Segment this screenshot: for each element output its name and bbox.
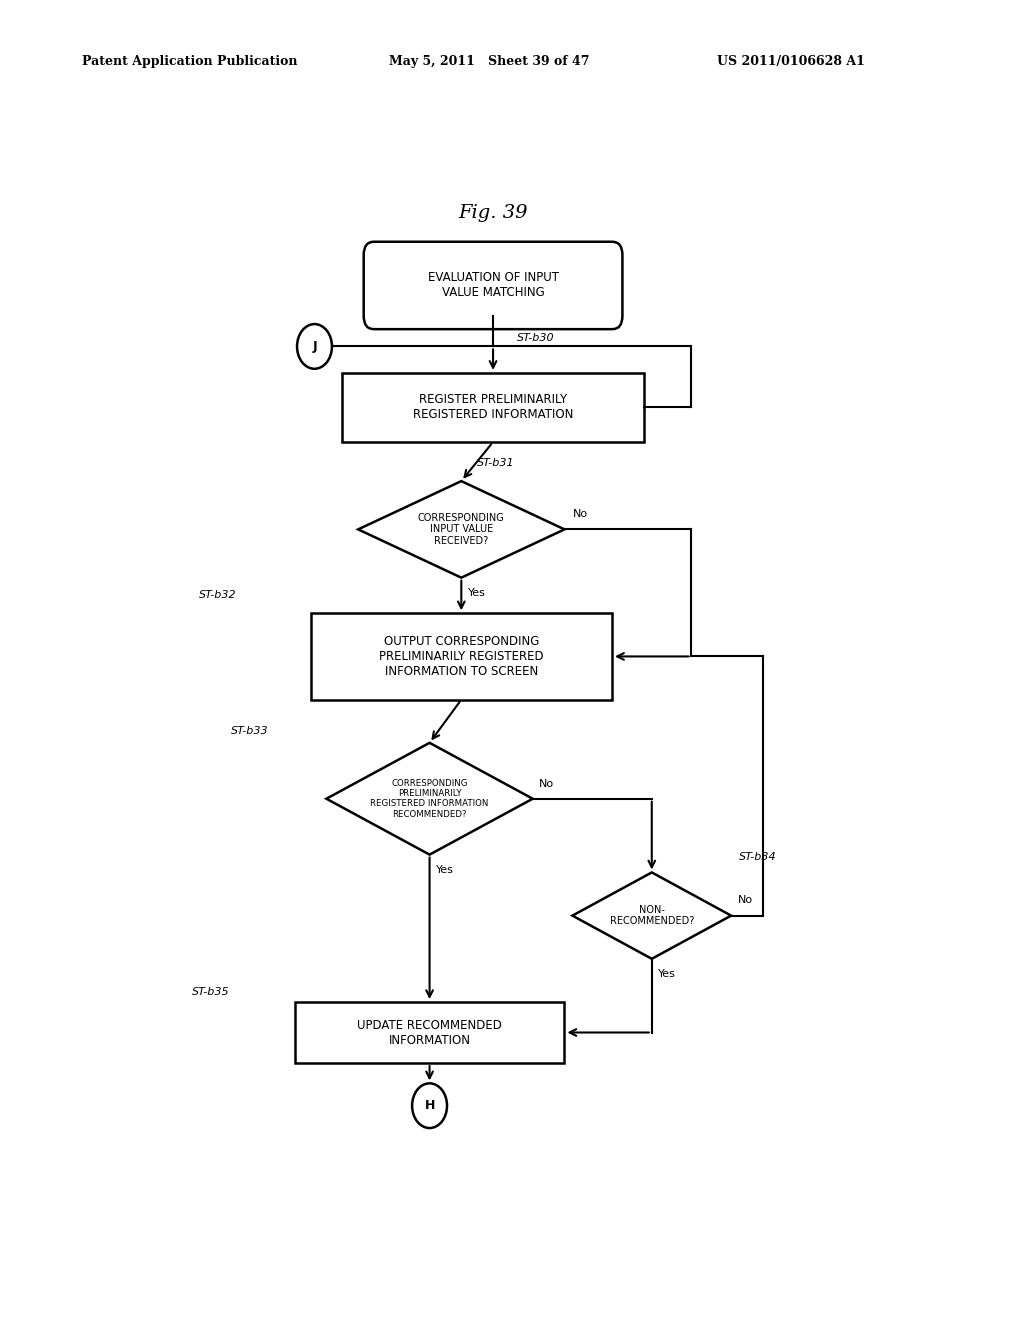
Text: CORRESPONDING
INPUT VALUE
RECEIVED?: CORRESPONDING INPUT VALUE RECEIVED?: [418, 512, 505, 546]
Text: ST-b32: ST-b32: [200, 590, 237, 601]
Text: May 5, 2011   Sheet 39 of 47: May 5, 2011 Sheet 39 of 47: [389, 55, 590, 69]
Text: ST-b30: ST-b30: [517, 334, 554, 343]
Text: ST-b34: ST-b34: [739, 853, 776, 862]
Polygon shape: [358, 480, 564, 578]
FancyBboxPatch shape: [342, 372, 644, 442]
Text: No: No: [737, 895, 753, 906]
Text: EVALUATION OF INPUT
VALUE MATCHING: EVALUATION OF INPUT VALUE MATCHING: [428, 272, 558, 300]
Circle shape: [297, 325, 332, 368]
Text: CORRESPONDING
PRELIMINARILY
REGISTERED INFORMATION
RECOMMENDED?: CORRESPONDING PRELIMINARILY REGISTERED I…: [371, 779, 488, 818]
Text: J: J: [312, 341, 316, 352]
Text: No: No: [572, 510, 588, 519]
Text: UPDATE RECOMMENDED
INFORMATION: UPDATE RECOMMENDED INFORMATION: [357, 1019, 502, 1047]
Text: REGISTER PRELIMINARILY
REGISTERED INFORMATION: REGISTER PRELIMINARILY REGISTERED INFORM…: [413, 393, 573, 421]
Text: ST-b35: ST-b35: [191, 987, 229, 997]
Text: H: H: [424, 1100, 435, 1113]
Polygon shape: [572, 873, 731, 958]
Text: US 2011/0106628 A1: US 2011/0106628 A1: [717, 55, 864, 69]
Text: No: No: [539, 779, 554, 788]
Text: Patent Application Publication: Patent Application Publication: [82, 55, 297, 69]
FancyBboxPatch shape: [364, 242, 623, 329]
Text: Yes: Yes: [436, 865, 454, 875]
Text: OUTPUT CORRESPONDING
PRELIMINARILY REGISTERED
INFORMATION TO SCREEN: OUTPUT CORRESPONDING PRELIMINARILY REGIS…: [379, 635, 544, 678]
Polygon shape: [327, 743, 532, 854]
Text: Yes: Yes: [658, 969, 676, 979]
FancyBboxPatch shape: [310, 614, 612, 700]
Text: ST-b31: ST-b31: [477, 458, 515, 467]
Text: Yes: Yes: [468, 587, 485, 598]
Text: ST-b33: ST-b33: [231, 726, 268, 735]
Circle shape: [412, 1084, 447, 1129]
FancyBboxPatch shape: [295, 1002, 564, 1063]
Text: NON-
RECOMMENDED?: NON- RECOMMENDED?: [609, 904, 694, 927]
Text: Fig. 39: Fig. 39: [459, 205, 527, 222]
